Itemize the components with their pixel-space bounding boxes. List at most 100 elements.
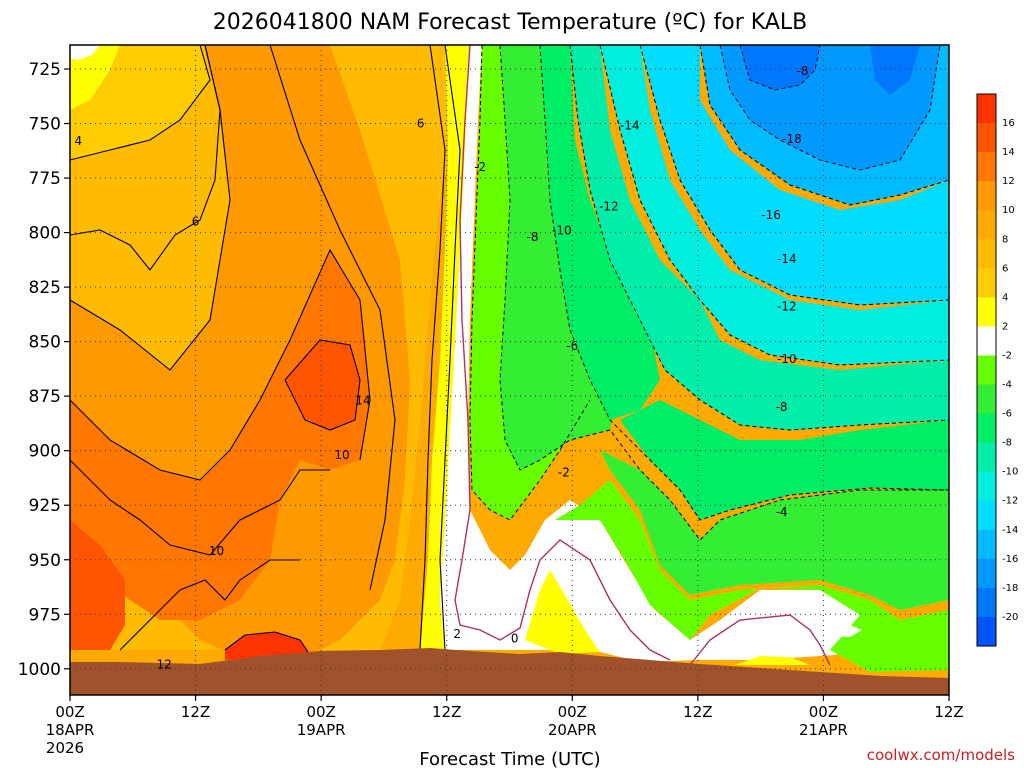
region-neg4c [500, 45, 949, 610]
region-surface-warm [525, 570, 600, 654]
x-tick-label: 12Z [181, 703, 210, 721]
colorbar-label: -2 [1002, 350, 1012, 361]
contour-neg2 [469, 44, 591, 521]
x-tick-label: 12Z [432, 703, 461, 721]
contour-neg18 [739, 44, 821, 91]
freezing-contours [454, 44, 831, 666]
colorbar-label: -8 [1002, 438, 1012, 449]
credit-text: coolwx.com/models [867, 746, 1015, 764]
colorbar-swatch [977, 529, 996, 560]
warm-contours [69, 44, 461, 656]
x-tick-date: 18APR [46, 721, 95, 739]
contour-label: -14 [620, 119, 640, 133]
colorbar: 16 14 12 10 8 6 4 2 -2 -4 -6 -8 -10 -12 -14 -16 -18 -20 [976, 93, 1018, 647]
region-neg18c-2 [870, 45, 920, 95]
colorbar-swatch [977, 297, 996, 327]
contour-label: 0 [511, 631, 519, 645]
x-tick-date: 20APR [548, 721, 597, 739]
colorbar-label: 2 [1002, 321, 1008, 332]
colorbar-label: 16 [1002, 118, 1015, 129]
x-tick-label: 12Z [683, 703, 712, 721]
contour-zero-surface [689, 614, 831, 666]
colorbar-swatch [977, 210, 996, 240]
y-tick-label: 775 [29, 169, 61, 189]
contour-label: 12 [157, 657, 172, 671]
contour-10a [69, 248, 371, 481]
contour-label: -8 [797, 64, 809, 78]
colorbar-swatch [977, 123, 996, 153]
contour-label: -2 [474, 160, 486, 174]
y-tick-label: 800 [29, 224, 61, 244]
colorbar-frame [976, 93, 997, 647]
contour-label: 2 [453, 627, 461, 641]
x-tick-label: 00Z [558, 703, 587, 721]
region-surface-warm-2 [735, 656, 810, 665]
colorbar-label: 10 [1002, 205, 1015, 216]
x-tick-label: 00Z [809, 703, 838, 721]
y-tick-label: 975 [29, 605, 61, 625]
y-tick-label: 1000 [18, 660, 61, 680]
contour-neg6 [539, 44, 950, 521]
contour-label: 10 [209, 544, 224, 558]
chart-title: 2026041800 NAM Forecast Temperature (ºC)… [213, 10, 807, 35]
colorbar-label: 4 [1002, 292, 1008, 303]
contour-label: -14 [777, 252, 797, 266]
contour-label: 6 [417, 117, 425, 131]
plot-frame [69, 44, 950, 696]
contour-label: -18 [782, 132, 802, 146]
region-2c-corner [70, 45, 120, 110]
contour-label: -8 [527, 230, 539, 244]
colorbar-swatch [977, 268, 996, 298]
colorbar-label: -20 [1002, 612, 1018, 623]
colorbar-swatch [977, 384, 996, 415]
contour-label: -16 [761, 208, 781, 222]
colorbar-swatch [977, 471, 996, 502]
contour-labels: 4 6 6 14 10 10 12 2 0 -2 -8 -10 -12 -14 -18 -16 -14 -12 -1… [75, 64, 809, 671]
contour-12 [284, 339, 361, 431]
colorbar-label: 12 [1002, 176, 1015, 187]
region-neg6c [540, 45, 949, 520]
contour-label: -4 [776, 505, 788, 519]
colorbar-label: -18 [1002, 583, 1018, 594]
region-white-patch [70, 45, 100, 60]
x-tick-label: 00Z [306, 703, 335, 721]
contour-label: 4 [75, 134, 83, 148]
region-16c-lower [225, 632, 310, 660]
y-tick-label: 900 [29, 442, 61, 462]
colorbar-swatch [977, 587, 996, 618]
region-neg12c [640, 45, 949, 305]
colorbar-swatch [977, 94, 996, 124]
cold-contours [469, 44, 950, 541]
colorbar-label: -14 [1002, 525, 1018, 536]
colorbar-swatch [977, 239, 996, 269]
y-tick-label: 950 [29, 551, 61, 571]
contour-neg10 [599, 44, 950, 366]
colorbar-swatch [977, 326, 996, 356]
x-tick-year: 2026 [46, 739, 84, 757]
x-tick-date: 19APR [297, 721, 346, 739]
contour-10c [69, 459, 330, 556]
contour-label: -2 [558, 466, 570, 480]
colorbar-label: -6 [1002, 409, 1012, 420]
contour-neg12 [639, 44, 950, 306]
region-12c [70, 250, 370, 620]
contour-label: 14 [355, 394, 370, 408]
y-tick-label: 925 [29, 496, 61, 516]
contour-10b [269, 44, 396, 591]
region-neg10c [600, 45, 949, 365]
x-tick-date: 21APR [799, 721, 848, 739]
region-14c-lower [70, 520, 125, 650]
contour-label: -10 [777, 352, 797, 366]
region-near-zero [440, 45, 865, 662]
contour-label: -12 [777, 300, 797, 314]
colorbar-label: -4 [1002, 380, 1012, 391]
colorbar-swatch [977, 558, 996, 589]
terrain-surface [70, 648, 949, 695]
colorbar-label: 14 [1002, 147, 1015, 158]
contour-6 [69, 44, 221, 271]
y-tick-label: 750 [29, 115, 61, 135]
plot-area: 4 6 6 14 10 10 12 2 0 -2 -8 -10 -12 -14 -18 -16 -14 -12 -1… [69, 44, 950, 696]
colorbar-swatch [977, 152, 996, 182]
contour-4 [69, 44, 211, 161]
